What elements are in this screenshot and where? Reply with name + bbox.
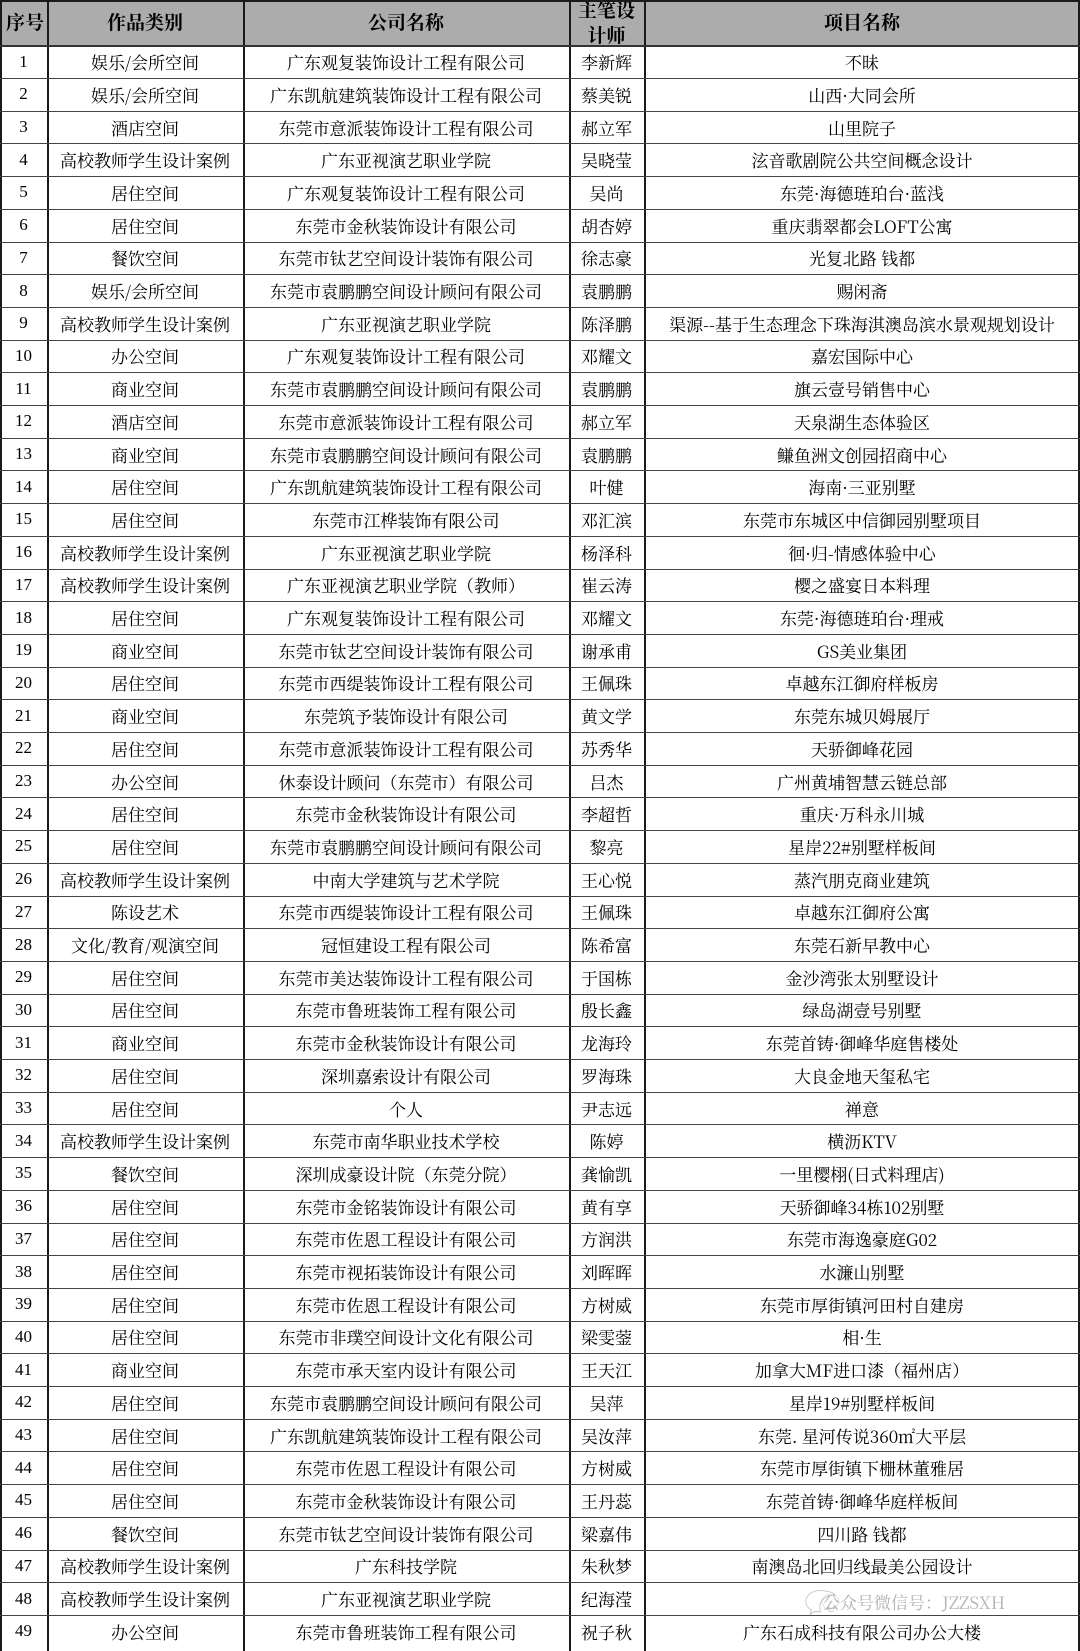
svg-text:公众号微信号：JZZSXH: 公众号微信号：JZZSXH bbox=[823, 1589, 1005, 1614]
